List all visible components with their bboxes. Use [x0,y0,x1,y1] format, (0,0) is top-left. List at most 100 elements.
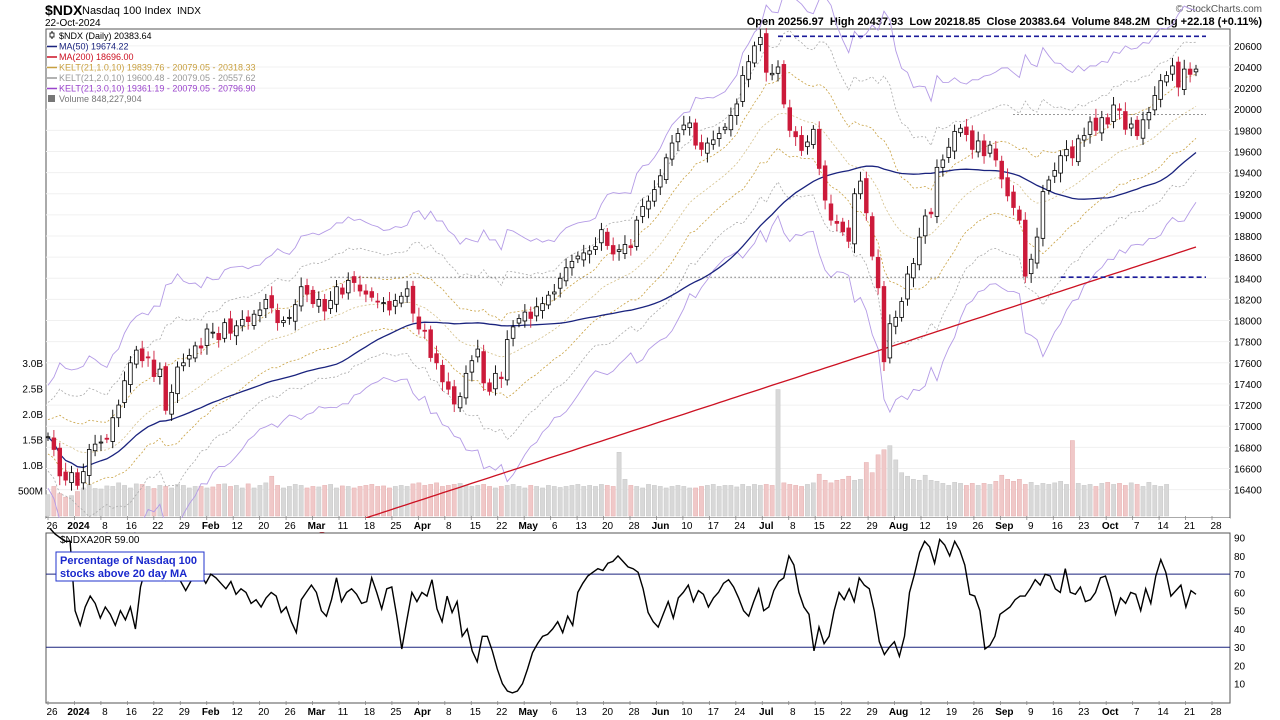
volume-bar [722,485,728,517]
candle-body [346,279,351,294]
legend-entry: MA(50) 19674.22 [59,42,129,52]
candle-body [917,236,922,266]
volume-bar [1134,484,1140,517]
volume-bar [628,485,634,517]
candle-body [298,286,304,307]
candle-body [1158,80,1163,100]
volume-bar [616,452,622,517]
date-label: 22 [840,521,852,532]
volume-bar [239,487,245,517]
candle-body [151,359,157,377]
date-label: 13 [576,521,588,532]
candle-body [1064,148,1069,157]
price-tick-label: 19800 [1234,126,1262,137]
volume-bar [1052,482,1058,517]
volume-bar [1146,482,1152,517]
candle-body [946,146,951,158]
candle-body [781,64,787,105]
date-label: 23 [1078,521,1090,532]
date-label: 22 [496,707,508,718]
candle-body [163,366,168,411]
date-label: 12 [919,521,931,532]
candle-body [987,144,993,154]
candle-body [1187,68,1193,75]
candle-body [1099,117,1105,134]
date-label: Jul [759,707,774,718]
candle-body [357,284,363,292]
volume-bar [133,483,139,517]
candle-body [369,291,375,298]
volume-bar [952,482,957,517]
symbol-title: $NDX [45,2,83,18]
candle-body [1093,117,1099,131]
volume-bar [828,482,834,517]
volume-bar [51,486,57,517]
volume-bar [863,462,869,517]
volume-bar [816,473,822,517]
volume-bar [834,480,840,517]
date-label: 8 [446,521,452,532]
candle-body [864,178,869,214]
volume-bar [575,484,581,517]
volume-bar [1034,485,1040,517]
candle-body [575,255,581,260]
legend-entry: KELT(21,3.0,10) 19361.19 - 20079.05 - 20… [59,84,255,94]
date-label: Feb [202,707,220,718]
candle-body [663,157,669,181]
volume-bar [799,486,804,517]
volume-bar [587,485,592,517]
volume-bar [1017,479,1022,517]
volume-bar [1164,484,1169,517]
volume-bar [57,493,63,517]
volume-bar [357,486,363,517]
index-name: Nasdaq 100 Index [82,5,172,17]
date-label: Feb [202,521,220,532]
volume-bar [63,496,69,517]
indicator-tick-label: 70 [1234,570,1246,581]
date-label: 29 [867,521,879,532]
date-label: 14 [1158,707,1170,718]
candle-body [1134,119,1140,137]
date-label: 22 [496,521,508,532]
indicator-tick-label: 90 [1234,534,1246,545]
date-label: 29 [179,521,191,532]
volume-bar [1093,486,1099,517]
volume-bar [251,487,257,517]
keltner-upper-band [47,72,1197,425]
candle-body [728,115,734,131]
date-label: 18 [364,707,376,718]
date-label: 19 [946,707,958,718]
volume-bar [92,488,98,517]
candle-body [634,219,639,247]
candle-body [1170,65,1175,75]
volume-bar [416,482,422,517]
candle-body [610,245,616,255]
candle-body [363,290,369,295]
candle-body [652,189,657,202]
date-label: 10 [681,521,693,532]
indicator-tick-label: 80 [1234,552,1246,563]
candle-body [881,286,887,363]
volume-bar [975,485,981,517]
volume-tick-label: 2.0B [22,410,43,421]
candle-body [1023,219,1028,277]
candle-body [546,294,551,306]
price-tick-label: 16800 [1234,443,1262,454]
candle-body [669,142,675,160]
candle-body [145,356,151,359]
candle-body [628,245,634,249]
date-label: 8 [790,707,796,718]
candle-body [646,200,651,210]
volume-bar [969,483,975,517]
candle-body [104,437,110,440]
date-label: 28 [628,707,640,718]
volume-bar [1075,483,1081,517]
date-label: 8 [102,521,108,532]
volume-bar [1128,482,1134,517]
candle-body [281,320,286,324]
volume-bar [481,484,487,517]
candle-body [1146,112,1152,121]
volume-bar [893,459,899,517]
candle-body [1070,146,1075,159]
volume-bar [310,486,316,517]
